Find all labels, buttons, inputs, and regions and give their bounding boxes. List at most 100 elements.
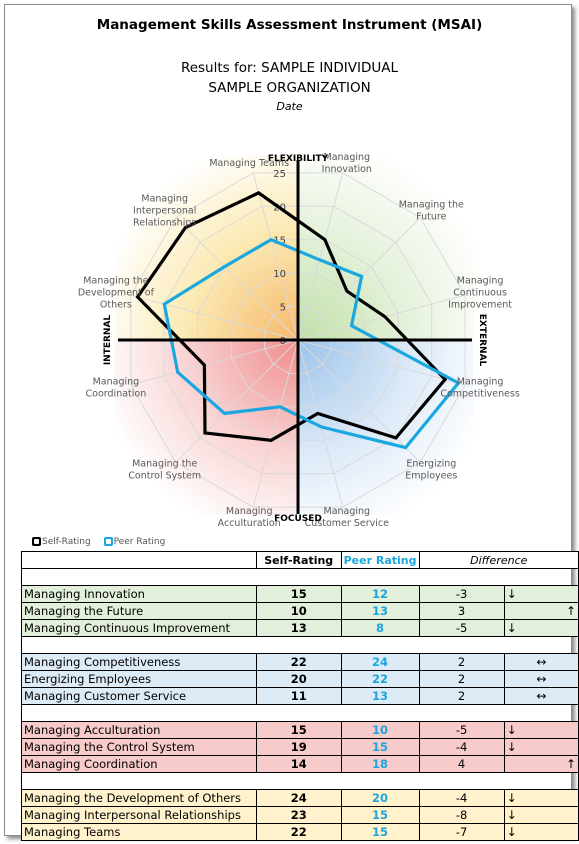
category-label: Managing Interpersonal Relationships	[133, 194, 196, 229]
self-rating-value: 20	[255, 670, 342, 688]
self-rating-value: 22	[255, 823, 342, 841]
header-self-rating: Self-Rating	[255, 551, 342, 569]
skill-name: Managing Innovation	[21, 585, 257, 603]
category-label-line: Employees	[405, 470, 457, 481]
category-label-line: Managing	[457, 376, 504, 387]
header-skill	[21, 551, 257, 569]
trend-arrow-cell: ↑	[503, 755, 579, 773]
self-rating-value: 15	[255, 721, 342, 739]
difference-value: 3	[418, 602, 505, 620]
grid-spoke	[130, 294, 299, 341]
table-group-spacer	[21, 704, 579, 722]
skill-name: Managing Acculturation	[21, 721, 257, 739]
trend-arrow-cell: ↓	[503, 789, 579, 807]
table-body: Managing Innovation 15 12 -3 ↓ Managing the F…	[21, 568, 579, 841]
series-peer-rating-line	[162, 237, 461, 450]
category-label-line: Others	[100, 300, 132, 311]
arrow-up-icon: ↑	[565, 604, 576, 618]
difference-value: 4	[418, 755, 505, 773]
header-peer-rating: Peer Rating	[340, 551, 420, 569]
arrow-down-icon: ↓	[506, 825, 517, 839]
self-rating-value: 19	[255, 738, 342, 756]
radar-series	[135, 191, 461, 450]
category-label-line: Control System	[128, 470, 201, 481]
legend-label-self: Self-Rating	[42, 537, 91, 547]
spacer-cell	[21, 636, 579, 654]
skill-name: Energizing Employees	[21, 670, 257, 688]
table-row: Managing the Future 10 13 3 ↑	[21, 602, 579, 620]
radial-tick-label: 5	[280, 303, 286, 314]
grid-spoke	[175, 217, 299, 341]
category-label-line: Relationships	[133, 218, 196, 229]
category-label-line: Managing	[226, 506, 273, 517]
difference-value: 2	[418, 670, 505, 688]
legend-label-peer: Peer Rating	[113, 537, 166, 547]
arrow-down-icon: ↓	[506, 723, 517, 737]
trend-arrow-cell: ↓	[503, 585, 579, 603]
header-difference: Difference	[418, 551, 579, 569]
self-rating-value: 22	[255, 653, 342, 671]
category-label-line: Managing	[324, 506, 371, 517]
table-group-spacer	[21, 772, 579, 790]
peer-rating-value: 10	[340, 721, 420, 739]
category-label-line: Managing	[324, 152, 371, 163]
report-title: Management Skills Assessment Instrument …	[96, 17, 483, 33]
radial-tick-label: 10	[273, 269, 286, 280]
arrow-down-icon: ↓	[506, 740, 517, 754]
peer-rating-value: 13	[340, 602, 420, 620]
spacer-cell	[21, 772, 579, 790]
arrow-down-icon: ↓	[506, 621, 517, 635]
trend-arrow-cell: ↔	[503, 653, 579, 671]
peer-rating-value: 8	[340, 619, 420, 637]
spacer-cell	[21, 568, 579, 586]
category-label: Managing Innovation	[322, 152, 372, 175]
table-group-spacer	[21, 568, 579, 586]
grid-spoke	[297, 339, 466, 386]
category-label-line: Managing the	[83, 276, 148, 287]
skill-name: Managing Coordination	[21, 755, 257, 773]
radial-tick-label: 25	[273, 169, 286, 180]
difference-value: -5	[418, 619, 505, 637]
category-label-line: Managing Teams	[209, 158, 289, 169]
grid-spoke	[297, 339, 344, 508]
category-label-line: Acculturation	[218, 518, 281, 529]
peer-rating-value: 15	[340, 806, 420, 824]
axis-label-top: FLEXIBILITY	[268, 154, 329, 164]
skill-name: Managing the Future	[21, 602, 257, 620]
chart-legend: Self-Rating Peer Rating	[32, 537, 175, 547]
grid-spoke	[297, 294, 466, 341]
difference-value: 2	[418, 653, 505, 671]
table-row: Managing Acculturation 15 10 -5 ↓	[21, 721, 579, 739]
category-label: Managing Teams	[209, 158, 289, 169]
axis-label-right: EXTERNAL	[477, 314, 487, 367]
results-table: Self-Rating Peer Rating Difference Manag…	[21, 551, 579, 841]
grid-spoke	[297, 172, 344, 341]
self-rating-value: 23	[255, 806, 342, 824]
trend-arrow-cell: ↓	[503, 738, 579, 756]
category-label-line: Coordination	[86, 388, 147, 399]
arrow-down-icon: ↓	[506, 808, 517, 822]
difference-value: -4	[418, 738, 505, 756]
quadrant-top-right	[298, 155, 473, 340]
skill-name: Managing the Development of Others	[21, 789, 257, 807]
category-label: Managing Customer Service	[305, 506, 389, 529]
arrow-left-right-icon: ↔	[536, 672, 547, 686]
table-row: Managing Continuous Improvement 13 8 -5 ↓	[21, 619, 579, 637]
table-header-row: Self-Rating Peer Rating Difference	[21, 551, 579, 569]
category-label: Managing the Control System	[128, 458, 201, 481]
trend-arrow-cell: ↔	[503, 687, 579, 705]
series-self-rating-line	[135, 191, 448, 442]
trend-arrow-cell: ↓	[503, 806, 579, 824]
self-rating-value: 15	[255, 585, 342, 603]
skill-name: Managing the Control System	[21, 738, 257, 756]
legend-swatch-peer	[103, 537, 113, 546]
self-rating-value: 10	[255, 602, 342, 620]
category-label-line: Continuous	[453, 288, 507, 299]
peer-rating-value: 15	[340, 738, 420, 756]
table-row: Managing Customer Service 11 13 2 ↔	[21, 687, 579, 705]
arrow-down-icon: ↓	[506, 587, 517, 601]
table-row: Managing Interpersonal Relationships 23 15…	[21, 806, 579, 824]
peer-rating-value: 15	[340, 823, 420, 841]
category-label: Managing Acculturation	[218, 506, 281, 529]
